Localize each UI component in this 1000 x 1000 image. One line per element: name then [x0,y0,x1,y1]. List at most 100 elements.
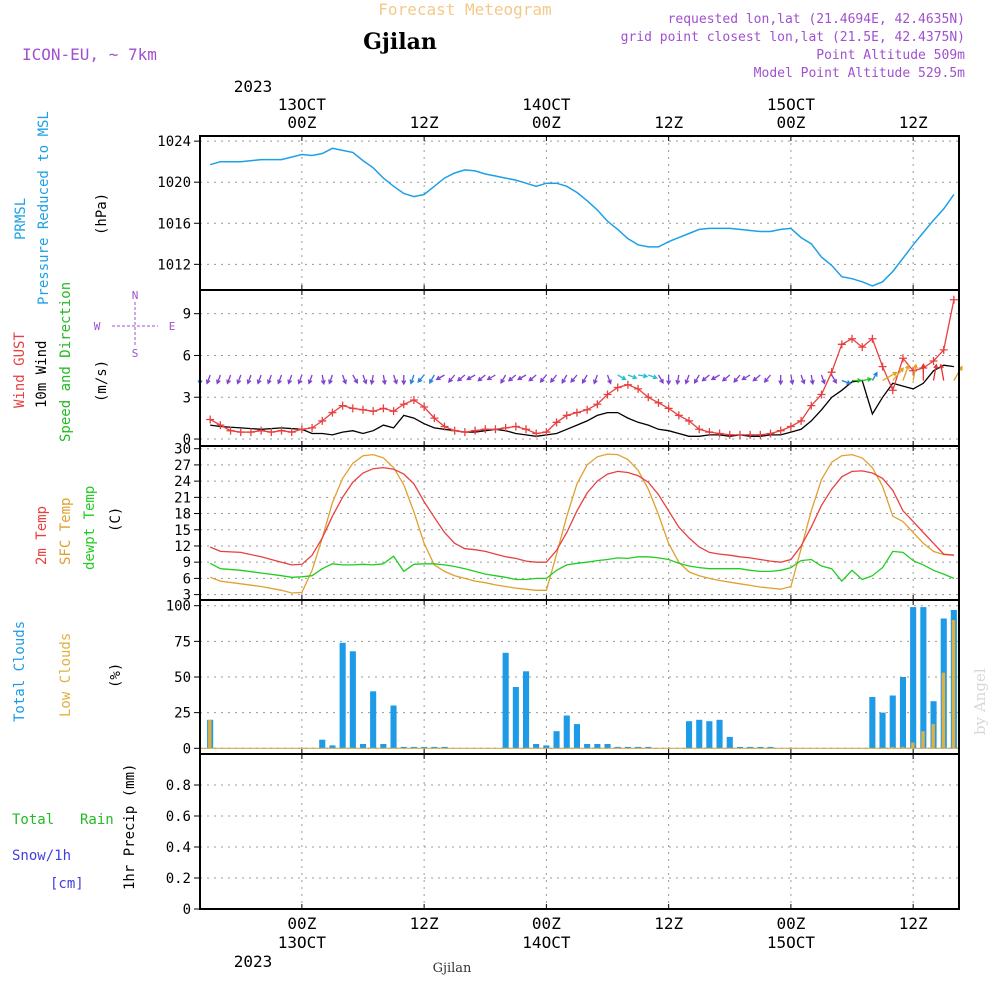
gust-marker [216,421,225,430]
wind-arrow [401,375,407,386]
wind-arrow [409,374,415,385]
top-date-label: 14OCT [522,95,571,114]
wind-arrow [369,374,375,386]
bottom-hour-label: 00Z [532,914,561,933]
wind-arrow [500,374,507,384]
precip-unit: 1hr Precip (mm) [122,764,138,890]
total-cloud-bar [370,691,377,749]
wind-arrow [539,374,547,383]
low-cloud-bar [890,746,895,749]
gust-marker [786,422,795,431]
gust-marker [593,400,602,409]
wind-arrow [800,374,806,385]
wind-10m-label: 10m Wind [34,341,50,408]
gust-marker [420,403,429,411]
wind-arrow [307,374,313,385]
total-cloud-bar [920,607,927,749]
gust-marker [287,428,296,437]
gust-marker [766,429,775,438]
wind-arrow [721,374,731,382]
bottom-date-label: 14OCT [522,933,571,952]
wind-arrow [657,374,664,384]
gust-marker [929,357,938,366]
wind-arrow [592,374,598,385]
y-tick-label: 0 [183,741,191,757]
pressure-unit: (hPa) [94,193,110,235]
gust-marker [848,334,857,343]
gust-marker [338,401,347,410]
total-cloud-bar [319,739,326,749]
wind-arrow [456,374,466,382]
y-tick-label: 30 [174,442,191,458]
bottom-hour-label: 12Z [899,914,928,933]
wind-gust-label: Wind GUST [12,332,28,408]
gust-marker [369,407,378,416]
model-point-altitude: Model Point Altitude 529.5m [754,66,965,81]
total-cloud-bar [584,744,591,749]
wind-arrow [871,371,878,381]
gust-marker [776,426,785,435]
wind-arrow [435,374,445,381]
y-tick-label: 6 [183,571,191,587]
low-cloud-bar [911,742,915,749]
precip-cm-label: [cm] [50,876,84,892]
y-tick-label: 25 [174,706,191,722]
gust-marker [257,426,266,435]
wind-arrow [902,364,910,381]
wind-arrow [266,374,272,385]
total-cloud-bar [716,719,723,749]
gust-marker [685,416,694,425]
bottom-hour-label: 12Z [410,914,439,933]
low-cloud-bar [951,620,956,749]
gust-marker [868,334,877,343]
top-hour-label: 12Z [654,113,683,132]
total-cloud-bar [573,724,580,749]
series-wind-gust [209,299,955,436]
gust-marker [613,383,622,392]
y-tick-label: 1020 [157,175,191,191]
y-tick-label: 0 [183,902,191,918]
gust-marker [450,426,459,435]
top-hour-label: 12Z [410,113,439,132]
wind-arrow [617,374,627,381]
total-cloud-bar [686,721,693,749]
wind-arrow [694,374,700,384]
gust-marker [562,411,571,420]
total-cloud-bar [635,746,642,749]
gust-marker [430,414,439,423]
wind-arrow [637,373,649,379]
gust-marker [226,426,235,435]
gust-marker [715,429,724,438]
gust-marker [807,401,816,410]
gust-marker [399,400,408,409]
total-cloud-bar [747,746,754,749]
gust-marker [359,405,368,414]
wind-arrow [246,374,252,385]
total-cloud-bar [594,744,601,749]
gust-marker [501,423,510,432]
compass-w: W [94,320,101,333]
gust-marker [552,418,561,427]
low-cloud-bar [941,672,946,749]
wind-arrow [205,374,211,385]
gust-marker [532,429,541,438]
gust-marker [797,416,806,425]
low-cloud-bar [208,719,212,749]
total-cloud-bar [543,745,550,749]
wind-arrow [666,375,672,386]
wind-arrow [882,371,898,382]
wind-arrow [778,375,784,386]
wind-arrow [627,374,638,380]
panel-4: 0 0.2 0.4 0.6 0.8 [166,754,959,918]
gust-marker [206,415,215,424]
wind-arrow [763,374,771,383]
panel-0: 1012 1016 1020 1024 [157,134,959,290]
wind-arrow [675,374,681,386]
footer-location: Gjilan [433,961,472,976]
wind-arrow [216,374,222,385]
gust-marker [746,430,755,439]
wind-arrow [236,374,242,385]
wind-arrow [417,374,425,383]
